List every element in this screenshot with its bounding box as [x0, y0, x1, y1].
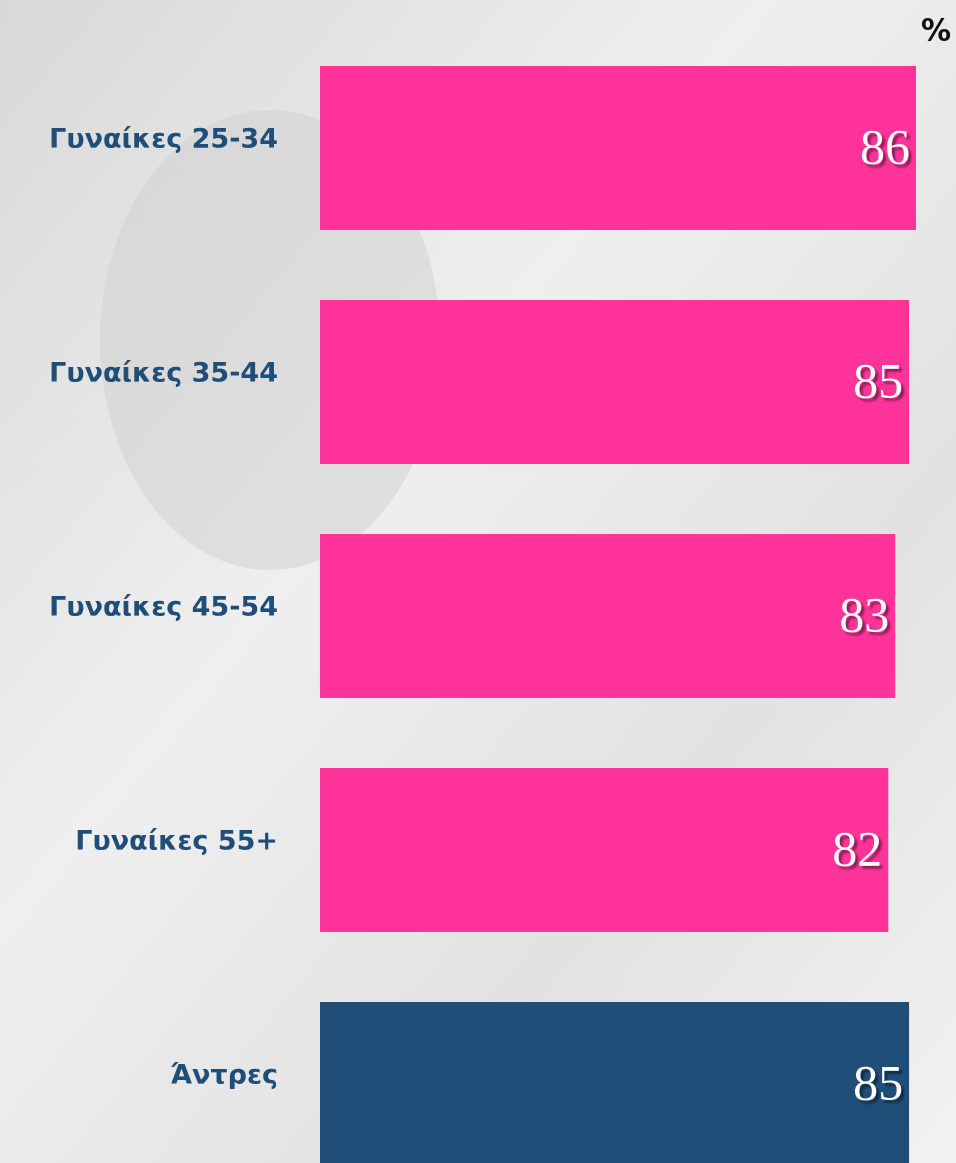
- bar: [320, 768, 889, 932]
- category-label: Γυναίκες 45-54: [49, 592, 278, 623]
- value-label: 83: [839, 586, 889, 642]
- bar: [320, 534, 896, 698]
- category-label: Γυναίκες 35-44: [49, 358, 278, 389]
- bar: [320, 1002, 910, 1163]
- value-label: 86: [860, 118, 910, 174]
- category-label: Γυναίκες 25-34: [49, 124, 278, 155]
- bar: [320, 66, 916, 230]
- category-label: Γυναίκες 55+: [75, 826, 278, 857]
- bar: [320, 300, 910, 464]
- unit-label: %: [921, 14, 951, 49]
- category-label: Άντρες: [170, 1060, 278, 1091]
- value-label: 85: [853, 1054, 903, 1110]
- value-label: 85: [853, 352, 903, 408]
- value-label: 82: [832, 820, 882, 876]
